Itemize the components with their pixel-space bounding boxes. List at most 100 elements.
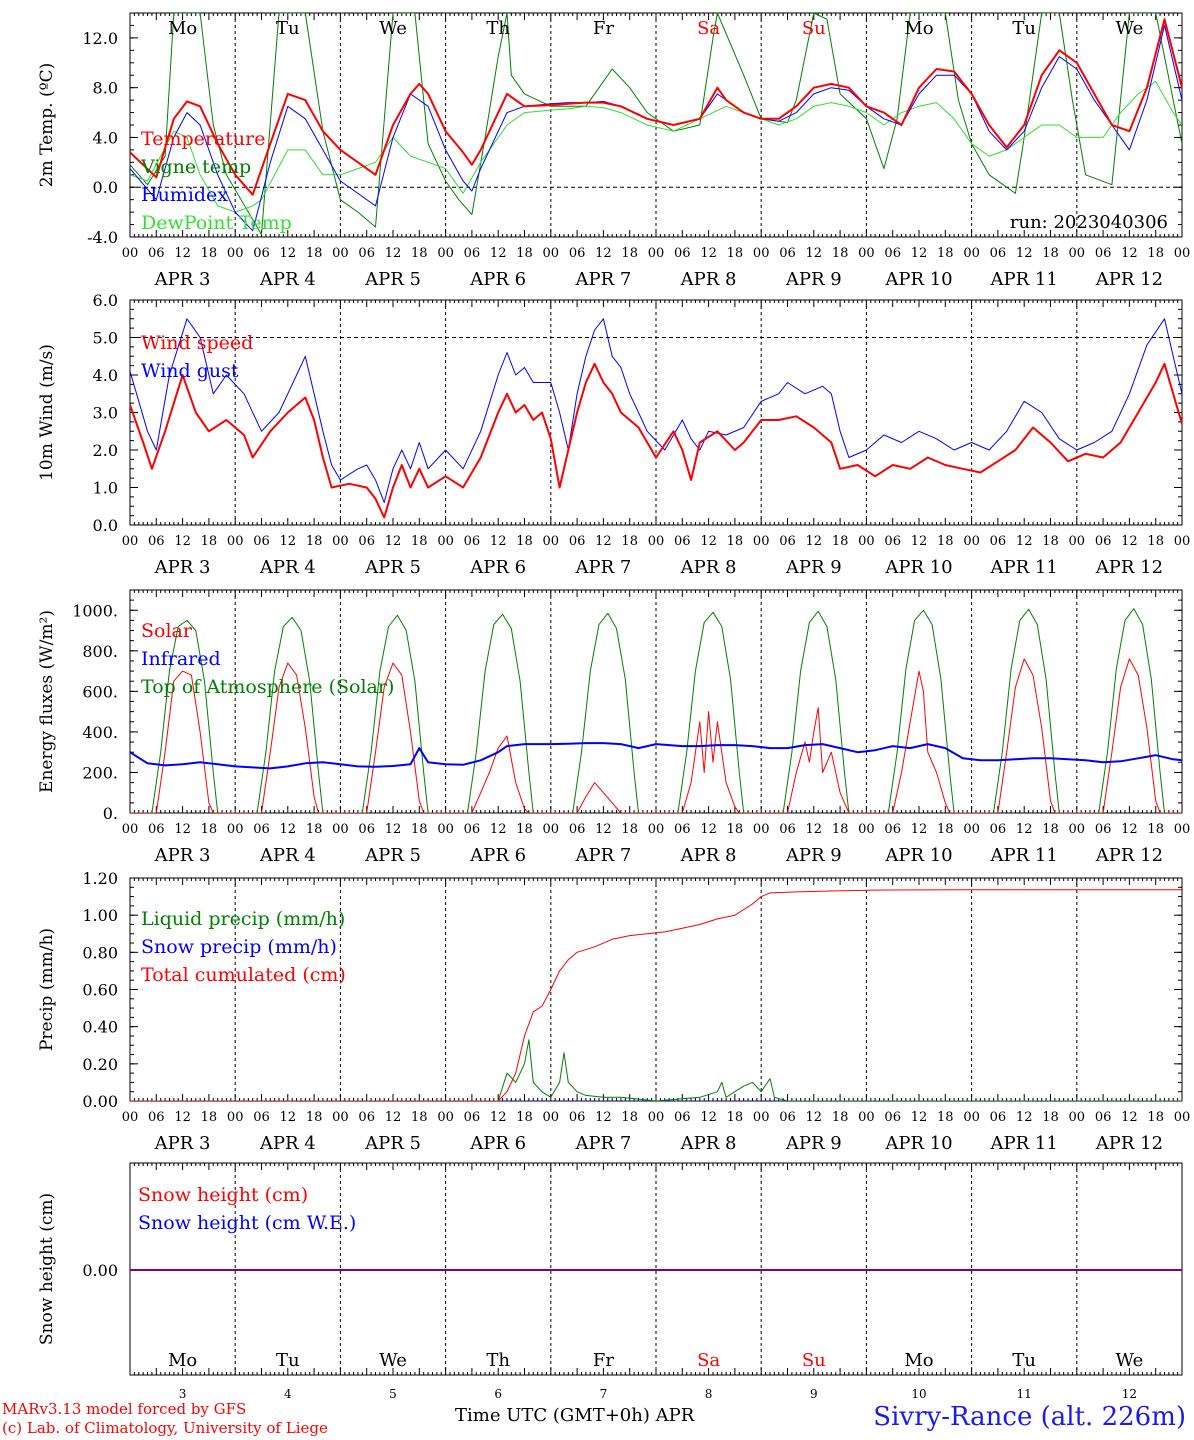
hour-tick-label: 12 bbox=[490, 822, 507, 837]
date-label: APR 8 bbox=[680, 1133, 737, 1154]
hour-tick-label: 18 bbox=[937, 822, 954, 837]
hour-tick-label: 06 bbox=[148, 246, 165, 261]
y-tick-label: 8.0 bbox=[93, 79, 118, 98]
date-label: APR 10 bbox=[884, 557, 952, 578]
day-number-label: 6 bbox=[494, 1387, 502, 1401]
hour-tick-label: 18 bbox=[201, 822, 218, 837]
hour-tick-label: 06 bbox=[464, 246, 481, 261]
date-label: APR 5 bbox=[364, 1133, 421, 1154]
hour-tick-label: 18 bbox=[516, 246, 533, 261]
hour-tick-label: 18 bbox=[727, 534, 744, 549]
hour-tick-label: 00 bbox=[437, 822, 454, 837]
panel-5: 0.00 Snow height (cm) Snow height (cm) Snow… bbox=[37, 1162, 1183, 1401]
date-label: APR 3 bbox=[154, 557, 211, 578]
hour-tick-label: 12 bbox=[280, 246, 297, 261]
hour-tick-label: 00 bbox=[1069, 822, 1086, 837]
weekday-label: Fr bbox=[593, 1350, 614, 1371]
series-line bbox=[130, 608, 1182, 813]
hour-tick-label: 00 bbox=[858, 822, 875, 837]
hour-tick-label: 00 bbox=[227, 246, 244, 261]
hour-tick-label: 06 bbox=[990, 246, 1007, 261]
y-tick-label: 200. bbox=[82, 763, 118, 782]
hour-tick-label: 18 bbox=[1042, 246, 1059, 261]
hour-tick-label: 12 bbox=[700, 822, 717, 837]
y-tick-label: 600. bbox=[82, 682, 118, 701]
hour-tick-label: 18 bbox=[1147, 534, 1164, 549]
model-credit: MARv3.13 model forced by GFS bbox=[2, 1400, 247, 1418]
hour-tick-label: 12 bbox=[174, 534, 191, 549]
hour-tick-label: 06 bbox=[569, 1110, 586, 1125]
weekday-label: Mo bbox=[168, 1350, 197, 1371]
y-tick-label: 1.0 bbox=[93, 479, 118, 498]
hour-tick-label: 18 bbox=[937, 534, 954, 549]
hour-tick-label: 00 bbox=[1174, 1110, 1191, 1125]
hour-tick-label: 00 bbox=[122, 534, 139, 549]
hour-tick-label: 00 bbox=[1069, 246, 1086, 261]
hour-tick-label: 06 bbox=[1095, 822, 1112, 837]
date-label: APR 4 bbox=[259, 845, 316, 866]
hour-tick-label: 12 bbox=[280, 1110, 297, 1125]
y-tick-label: 800. bbox=[82, 642, 118, 661]
panel-2: 0.0 1.0 2.0 3.0 4.0 5.0 6.0 10m Wind (m/s) Wind … bbox=[37, 291, 1190, 578]
y-tick-label: 3.0 bbox=[93, 404, 118, 423]
date-label: APR 4 bbox=[259, 269, 316, 290]
hour-tick-label: 12 bbox=[280, 534, 297, 549]
hour-tick-label: 12 bbox=[911, 246, 928, 261]
date-label: APR 8 bbox=[680, 845, 737, 866]
hour-tick-label: 12 bbox=[1121, 822, 1138, 837]
hour-tick-label: 00 bbox=[753, 246, 770, 261]
weekday-label: We bbox=[379, 1350, 407, 1371]
hour-tick-label: 06 bbox=[464, 534, 481, 549]
hour-tick-label: 00 bbox=[332, 1110, 349, 1125]
date-label: APR 5 bbox=[364, 845, 421, 866]
hour-tick-label: 06 bbox=[358, 1110, 375, 1125]
hour-tick-label: 06 bbox=[358, 534, 375, 549]
hour-tick-label: 06 bbox=[253, 246, 270, 261]
legend-entry: Vigne temp bbox=[140, 156, 251, 178]
hour-tick-label: 18 bbox=[306, 1110, 323, 1125]
date-label: APR 7 bbox=[574, 845, 631, 866]
hour-tick-label: 12 bbox=[385, 246, 402, 261]
day-number-label: 4 bbox=[284, 1387, 292, 1401]
legend-entry: Temperature bbox=[141, 128, 265, 150]
date-label: APR 12 bbox=[1095, 1133, 1163, 1154]
hour-tick-label: 12 bbox=[1121, 534, 1138, 549]
series-line bbox=[130, 658, 1182, 813]
day-number-label: 10 bbox=[911, 1387, 926, 1401]
panel-4: 0.00 0.20 0.40 0.60 0.80 1.00 1.20 Precip (mm/h… bbox=[37, 869, 1190, 1154]
hour-tick-label: 00 bbox=[332, 534, 349, 549]
hour-tick-label: 12 bbox=[385, 534, 402, 549]
hour-tick-label: 12 bbox=[700, 246, 717, 261]
date-label: APR 3 bbox=[154, 1133, 211, 1154]
hour-tick-label: 12 bbox=[490, 534, 507, 549]
series-line bbox=[130, 18, 1182, 196]
date-label: APR 5 bbox=[364, 269, 421, 290]
panel-3: 0. 200. 400. 600. 800. 1000. Energy fluxes (W/… bbox=[37, 589, 1190, 866]
hour-tick-label: 06 bbox=[990, 822, 1007, 837]
hour-tick-label: 00 bbox=[227, 1110, 244, 1125]
hour-tick-label: 18 bbox=[201, 246, 218, 261]
hour-tick-label: 06 bbox=[674, 246, 691, 261]
hour-tick-label: 06 bbox=[674, 534, 691, 549]
y-tick-label: 1.20 bbox=[82, 869, 118, 888]
hour-tick-label: 12 bbox=[595, 822, 612, 837]
date-label: APR 12 bbox=[1095, 557, 1163, 578]
hour-tick-label: 06 bbox=[1095, 246, 1112, 261]
hour-tick-label: 18 bbox=[832, 534, 849, 549]
date-label: APR 6 bbox=[469, 557, 526, 578]
hour-tick-label: 00 bbox=[648, 822, 665, 837]
panel-1: -4.0 0.0 4.0 8.0 12.0 2m Temp. (ºC) Temperatur… bbox=[37, 12, 1190, 290]
hour-tick-label: 18 bbox=[1042, 822, 1059, 837]
hour-tick-label: 18 bbox=[621, 1110, 638, 1125]
weekday-label: Su bbox=[802, 18, 826, 39]
hour-tick-label: 00 bbox=[753, 822, 770, 837]
hour-tick-label: 00 bbox=[122, 1110, 139, 1125]
y-tick-label: 4.0 bbox=[93, 128, 118, 147]
date-label: APR 11 bbox=[990, 1133, 1058, 1154]
hour-tick-label: 00 bbox=[437, 534, 454, 549]
legend-entry: Wind gust bbox=[141, 360, 239, 382]
hour-tick-label: 12 bbox=[700, 534, 717, 549]
hour-tick-label: 06 bbox=[569, 822, 586, 837]
hour-tick-label: 00 bbox=[753, 1110, 770, 1125]
